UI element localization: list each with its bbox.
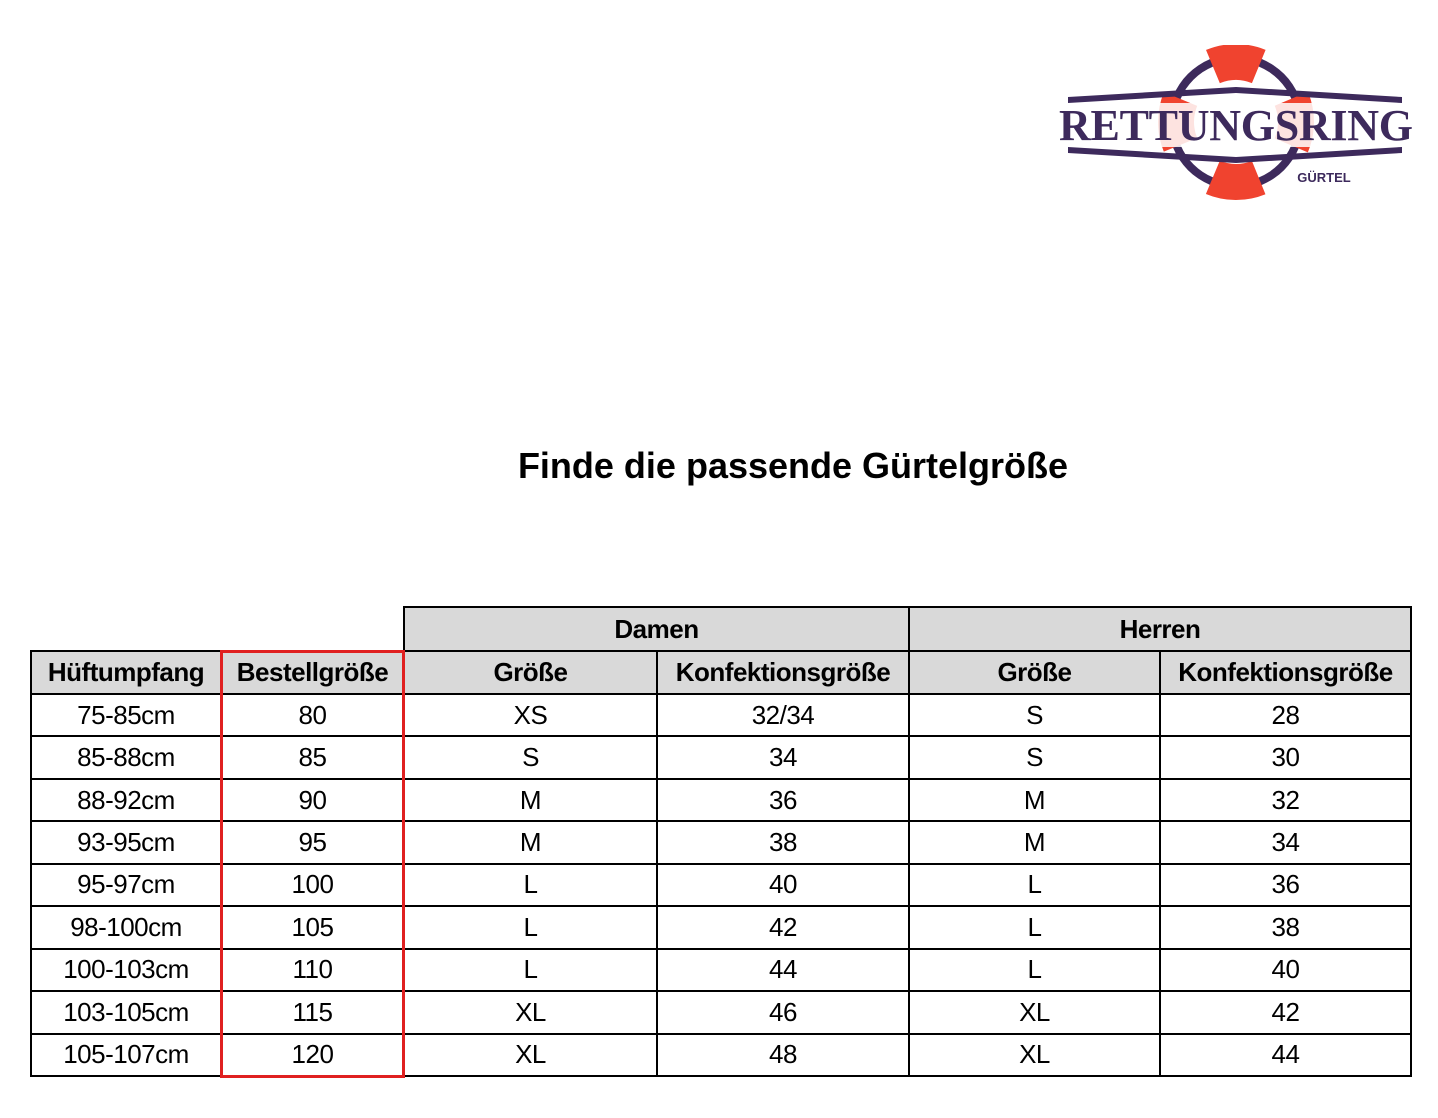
table-cell: M <box>908 820 1161 865</box>
table-cell: 36 <box>656 777 910 823</box>
table-cell: L <box>908 947 1161 993</box>
table-cell: XL <box>908 1032 1161 1077</box>
table-cell: S <box>908 735 1161 780</box>
table-cell: L <box>403 862 658 908</box>
group-header: Herren <box>908 606 1412 652</box>
text-band <box>1060 103 1412 147</box>
highlight-box <box>220 650 405 1078</box>
logo: RETTUNGSRING GÜRTEL <box>1059 45 1413 200</box>
table-cell: 44 <box>1159 1032 1412 1077</box>
table-cell: M <box>908 777 1161 823</box>
band-bottom <box>1068 147 1402 163</box>
table-cell: 42 <box>1159 990 1412 1035</box>
column-header: Konfektionsgröße <box>656 650 910 695</box>
table-cell: 105-107cm <box>30 1032 222 1077</box>
table-cell: 95-97cm <box>30 862 222 908</box>
table-cell: 46 <box>656 990 910 1035</box>
table-cell: 32 <box>1159 777 1412 823</box>
table-cell: 40 <box>1159 947 1412 993</box>
table-cell: 30 <box>1159 735 1412 780</box>
table-cell: L <box>403 947 658 993</box>
table-cell: 34 <box>1159 820 1412 865</box>
table-cell: 42 <box>656 905 910 950</box>
column-header: Hüftumpfang <box>30 650 222 695</box>
table-cell: 93-95cm <box>30 820 222 865</box>
logo-name: RETTUNGSRING <box>1059 101 1413 150</box>
table-cell: 28 <box>1159 693 1412 738</box>
table-cell: XL <box>908 990 1161 1035</box>
logo-sub: GÜRTEL <box>1297 170 1351 185</box>
table-cell: 44 <box>656 947 910 993</box>
title: Finde die passende Gürtelgröße <box>517 445 1069 486</box>
table-cell: S <box>403 735 658 780</box>
table-cell: L <box>403 905 658 950</box>
column-header: Größe <box>403 650 658 695</box>
table-cell: 85-88cm <box>30 735 222 780</box>
table-cell: 88-92cm <box>30 777 222 823</box>
table-cell: L <box>908 905 1161 950</box>
table-cell: S <box>908 693 1161 738</box>
table-cell: 38 <box>1159 905 1412 950</box>
table-cell: 48 <box>656 1032 910 1077</box>
table-cell: XL <box>403 1032 658 1077</box>
column-header: Größe <box>908 650 1161 695</box>
table-cell: 38 <box>656 820 910 865</box>
table-cell: M <box>403 820 658 865</box>
table-cell: M <box>403 777 658 823</box>
table-cell: 34 <box>656 735 910 780</box>
table-cell: 103-105cm <box>30 990 222 1035</box>
group-header: Damen <box>403 606 910 652</box>
table-cell: XS <box>403 693 658 738</box>
table-cell: 100-103cm <box>30 947 222 993</box>
table-cell: 98-100cm <box>30 905 222 950</box>
table-cell: 36 <box>1159 862 1412 908</box>
table-cell: 32/34 <box>656 693 910 738</box>
band-top <box>1068 87 1402 103</box>
table-cell: XL <box>403 990 658 1035</box>
table-cell: L <box>908 862 1161 908</box>
table-cell: 75-85cm <box>30 693 222 738</box>
column-header: Konfektionsgröße <box>1159 650 1412 695</box>
table-cell: 40 <box>656 862 910 908</box>
